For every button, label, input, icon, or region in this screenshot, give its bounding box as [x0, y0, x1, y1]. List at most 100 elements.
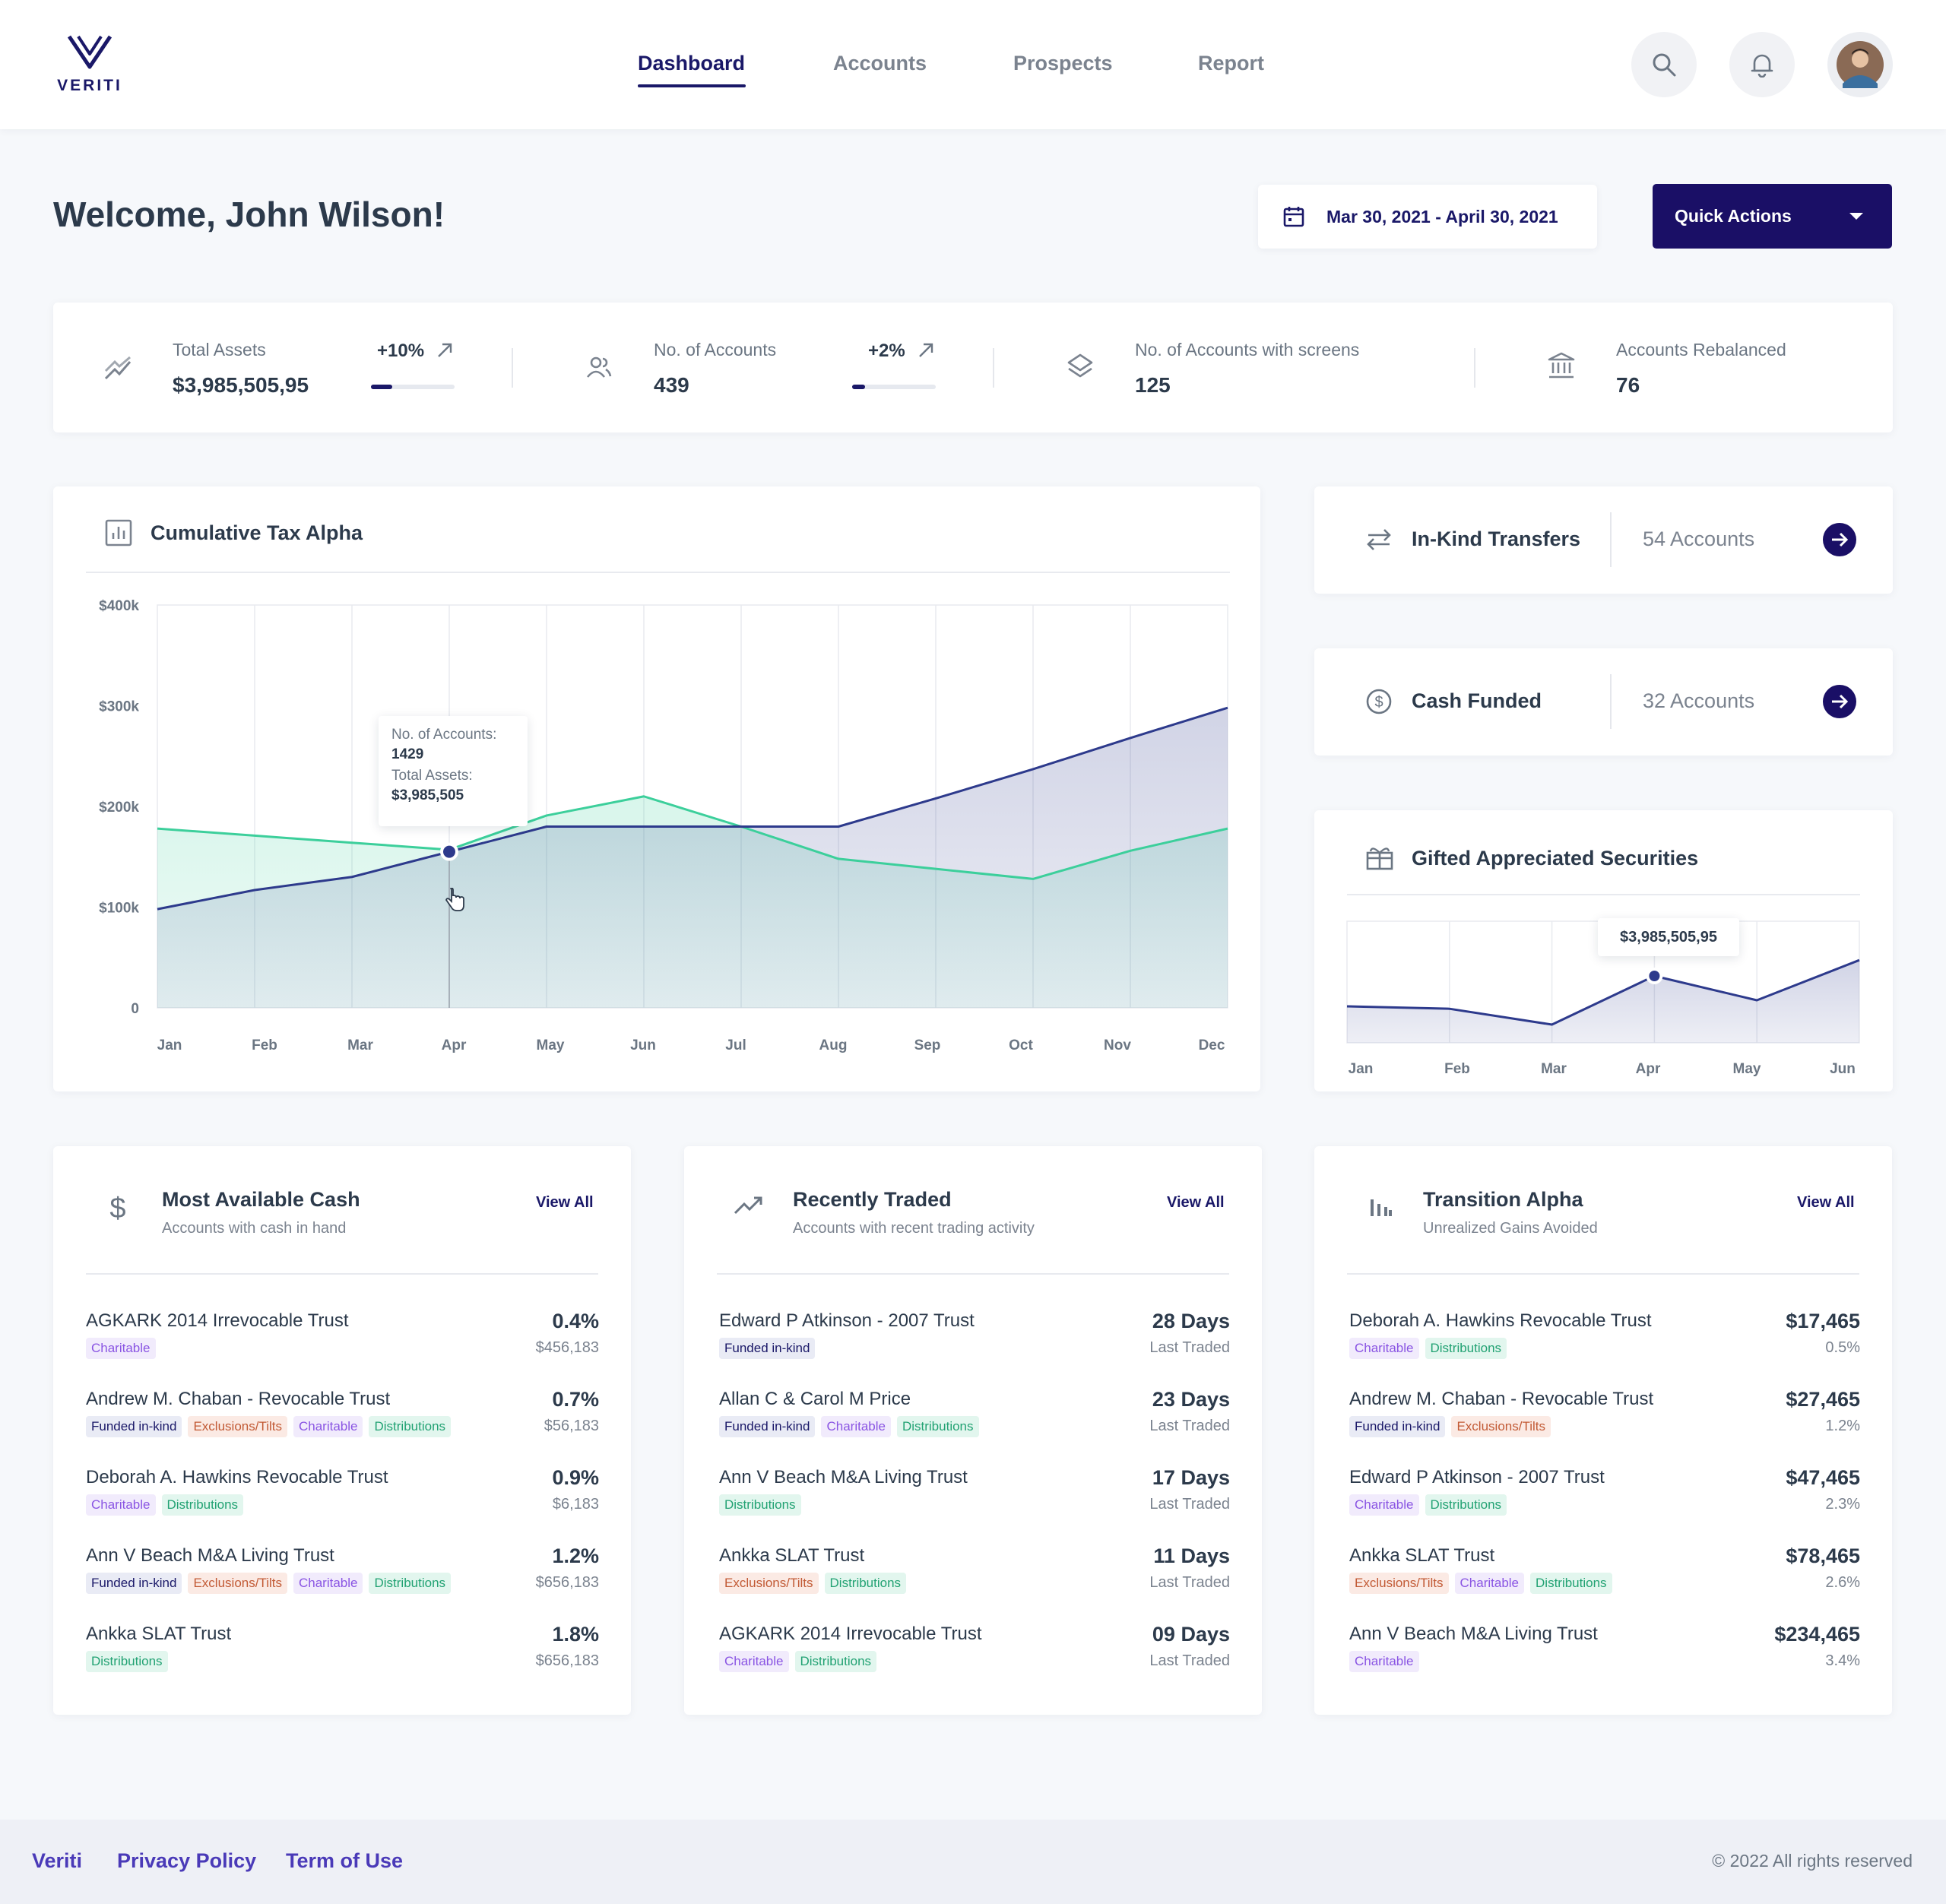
dollar-icon: $ — [106, 1193, 129, 1228]
footer-link-veriti[interactable]: Veriti — [32, 1849, 83, 1872]
footer-link-terms[interactable]: Term of Use — [286, 1849, 404, 1872]
list-item-name[interactable]: Deborah A. Hawkins Revocable Trust — [1349, 1310, 1652, 1331]
tax-alpha-title: Cumulative Tax Alpha — [151, 521, 363, 544]
tax-alpha-chart[interactable]: Jan Feb Mar Apr May Jun Jul Aug Sep Oct Nov Dec $400… — [76, 593, 1239, 1064]
tag-group: Funded in-kind Charitable Distributions — [719, 1416, 979, 1437]
tag-group: Funded in-kind Exclusions/Tilts Charitable… — [86, 1416, 452, 1437]
tag-badge: Distributions — [896, 1416, 979, 1437]
cash-funded-card[interactable] — [1314, 648, 1893, 756]
tag-badge: Distributions — [369, 1573, 452, 1594]
highlight-point[interactable] — [440, 842, 458, 861]
view-all-link[interactable]: View All — [536, 1194, 594, 1211]
stat-value-accounts-screens: 125 — [1135, 373, 1171, 397]
transfer-icon — [1367, 529, 1391, 550]
y-tick-label: 0 — [131, 1001, 139, 1017]
panel-title: Transition Alpha — [1423, 1188, 1583, 1211]
list-item-name[interactable]: Edward P Atkinson - 2007 Trust — [719, 1310, 975, 1331]
tag-badge: Distributions — [719, 1494, 801, 1516]
svg-text:$: $ — [109, 1193, 125, 1224]
in-kind-transfers-count: 54 Accounts — [1643, 527, 1755, 550]
list-item-name[interactable]: Ann V Beach M&A Living Trust — [719, 1467, 968, 1487]
list-item-name[interactable]: Ann V Beach M&A Living Trust — [1349, 1624, 1598, 1644]
gifted-securities-title: Gifted Appreciated Securities — [1412, 847, 1699, 870]
tag-group: Charitable Distributions — [719, 1651, 877, 1672]
tag-badge: Charitable — [86, 1338, 156, 1359]
cash-funded-go-button[interactable] — [1823, 685, 1856, 718]
x-tick-label: Feb — [252, 1038, 277, 1053]
gifted-securities-chart[interactable]: Jan Feb Mar Apr May Jun — [1338, 912, 1870, 1083]
tag-badge: Funded in-kind — [719, 1338, 816, 1359]
arrow-right-icon — [1832, 532, 1849, 547]
tag-badge: Exclusions/Tilts — [719, 1573, 819, 1594]
date-range-picker[interactable]: Mar 30, 2021 - April 30, 2021 — [1258, 185, 1597, 249]
divider — [1347, 894, 1860, 895]
x-tick-label: Feb — [1444, 1061, 1470, 1077]
divider — [86, 1273, 598, 1275]
nav-report[interactable]: Report — [1198, 52, 1264, 74]
nav-accounts[interactable]: Accounts — [833, 52, 927, 74]
divider — [512, 348, 513, 388]
progress-fill — [852, 385, 865, 389]
chart-tooltip: No. of Accounts: 1429 Total Assets: $3,9… — [379, 716, 528, 826]
quick-actions-label: Quick Actions — [1675, 206, 1792, 226]
list-item-subvalue: $656,183 — [535, 1574, 599, 1591]
tag-badge: Funded in-kind — [86, 1573, 182, 1594]
tag-group: Distributions — [719, 1494, 801, 1516]
list-item-subvalue: Last Traded — [1149, 1574, 1230, 1591]
tag-group: Funded in-kind — [719, 1338, 816, 1359]
view-all-link[interactable]: View All — [1797, 1194, 1855, 1211]
view-all-link[interactable]: View All — [1167, 1194, 1225, 1211]
date-range-text: Mar 30, 2021 - April 30, 2021 — [1326, 206, 1558, 227]
search-button[interactable] — [1631, 32, 1697, 97]
tag-badge: Charitable — [1349, 1651, 1419, 1672]
list-item-value: 17 Days — [1152, 1466, 1230, 1489]
tag-badge: Distributions — [824, 1573, 907, 1594]
list-item-name[interactable]: Andrew M. Chaban - Revocable Trust — [1349, 1389, 1654, 1409]
list-item-name[interactable]: AGKARK 2014 Irrevocable Trust — [719, 1624, 982, 1644]
avatar[interactable] — [1827, 32, 1893, 97]
footer-link-privacy[interactable]: Privacy Policy — [117, 1849, 257, 1872]
tag-group: Distributions — [86, 1651, 168, 1672]
list-item-name[interactable]: Edward P Atkinson - 2007 Trust — [1349, 1467, 1605, 1487]
in-kind-transfers-go-button[interactable] — [1823, 523, 1856, 556]
tag-badge: Charitable — [1349, 1494, 1419, 1516]
nav-dashboard[interactable]: Dashboard — [638, 52, 746, 74]
list-item-name[interactable]: Ann V Beach M&A Living Trust — [86, 1545, 334, 1566]
quick-actions-button[interactable]: Quick Actions — [1653, 184, 1892, 249]
veriti-logo[interactable]: VERITI — [52, 33, 128, 95]
tag-badge: Distributions — [86, 1651, 168, 1672]
gifted-chart-tooltip: $3,985,505,95 — [1598, 918, 1739, 956]
list-item-name[interactable]: Ankka SLAT Trust — [719, 1545, 865, 1566]
hand-cursor-icon — [445, 888, 464, 911]
tag-badge: Charitable — [1349, 1338, 1419, 1359]
bar-chart-icon — [1368, 1193, 1393, 1223]
list-item-name[interactable]: Allan C & Carol M Price — [719, 1389, 911, 1409]
list-item-name[interactable]: Deborah A. Hawkins Revocable Trust — [86, 1467, 388, 1487]
tag-badge: Charitable — [821, 1416, 891, 1437]
list-item-value: 1.8% — [552, 1623, 599, 1646]
nav-prospects[interactable]: Prospects — [1013, 52, 1113, 74]
tooltip-assets-value: $3,985,505 — [391, 787, 464, 803]
list-item-name[interactable]: Ankka SLAT Trust — [86, 1624, 232, 1644]
list-item-subvalue: 2.6% — [1825, 1574, 1860, 1591]
y-tick-label: $400k — [99, 598, 139, 614]
copyright-text: © 2022 All rights reserved — [1712, 1851, 1913, 1871]
list-item-name[interactable]: AGKARK 2014 Irrevocable Trust — [86, 1310, 349, 1331]
list-item-value: 1.2% — [552, 1544, 599, 1567]
y-tick-label: $300k — [99, 699, 139, 715]
highlight-point[interactable] — [1646, 968, 1663, 984]
list-item-name[interactable]: Ankka SLAT Trust — [1349, 1545, 1495, 1566]
stat-label-rebalanced: Accounts Rebalanced — [1616, 340, 1786, 360]
x-tick-label: Jan — [1349, 1061, 1374, 1077]
x-tick-label: Jul — [725, 1038, 746, 1053]
bar-chart-box-icon — [105, 519, 132, 546]
stats-card — [53, 303, 1893, 432]
list-item-name[interactable]: Andrew M. Chaban - Revocable Trust — [86, 1389, 391, 1409]
top-header: VERITI Dashboard Accounts Prospects Repo… — [0, 0, 1946, 129]
list-item-value: 09 Days — [1152, 1623, 1230, 1646]
tag-badge: Charitable — [719, 1651, 789, 1672]
x-tick-label: May — [1733, 1061, 1761, 1077]
in-kind-transfers-card[interactable] — [1314, 486, 1893, 594]
notifications-button[interactable] — [1729, 32, 1795, 97]
tag-group: Charitable Distributions — [1349, 1338, 1507, 1359]
